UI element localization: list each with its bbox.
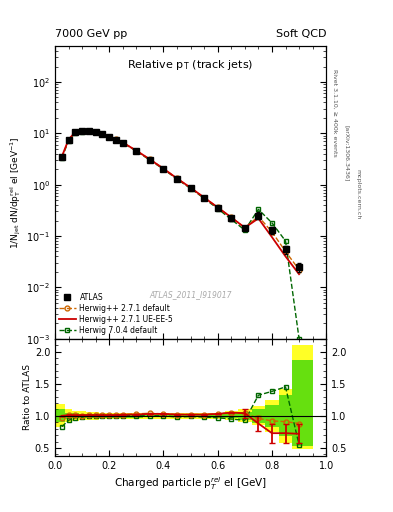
Bar (92, 414, 99, 418)
Bar (252, 409, 265, 423)
Bar (143, 413, 157, 419)
Bar (238, 410, 252, 422)
Bar (106, 413, 113, 419)
Bar (252, 406, 265, 425)
Bar (211, 414, 224, 418)
Text: Relative p$_{\rm T}$ (track jets): Relative p$_{\rm T}$ (track jets) (127, 58, 254, 72)
Bar (224, 411, 238, 420)
Bar (106, 414, 113, 418)
Bar (55, 410, 65, 422)
Text: Soft QCD: Soft QCD (276, 29, 326, 39)
Bar (55, 404, 65, 428)
Y-axis label: Ratio to ATLAS: Ratio to ATLAS (23, 364, 32, 430)
Bar (265, 405, 279, 426)
Bar (279, 395, 292, 436)
Text: ATLAS_2011_I919017: ATLAS_2011_I919017 (149, 290, 232, 300)
Text: mcplots.cern.ch: mcplots.cern.ch (356, 169, 361, 220)
Bar (170, 413, 184, 419)
Bar (130, 413, 143, 419)
Text: [arXiv:1306.3436]: [arXiv:1306.3436] (344, 125, 349, 182)
Bar (79, 414, 86, 418)
Bar (119, 413, 130, 419)
Bar (184, 415, 197, 417)
Bar (211, 413, 224, 419)
Bar (224, 413, 238, 418)
Bar (113, 413, 119, 419)
Y-axis label: 1/N$_{\rm jet}$ dN/dp$_{\rm T}^{\rm rel}$ el [GeV$^{-1}$]: 1/N$_{\rm jet}$ dN/dp$_{\rm T}^{\rm rel}… (9, 136, 24, 249)
Text: 7000 GeV pp: 7000 GeV pp (55, 29, 127, 39)
Bar (72, 411, 79, 421)
Bar (238, 412, 252, 420)
Bar (197, 413, 211, 419)
Bar (65, 410, 72, 422)
Bar (292, 360, 313, 446)
Bar (79, 411, 86, 420)
Bar (292, 345, 313, 449)
Bar (86, 414, 92, 418)
Bar (265, 400, 279, 432)
Bar (143, 415, 157, 417)
Bar (99, 413, 106, 419)
Legend: ATLAS, Herwig++ 2.7.1 default, Herwig++ 2.7.1 UE-EE-5, Herwig 7.0.4 default: ATLAS, Herwig++ 2.7.1 default, Herwig++ … (59, 293, 173, 335)
Bar (279, 389, 292, 443)
Bar (197, 415, 211, 417)
Bar (130, 414, 143, 418)
Bar (184, 413, 197, 419)
Bar (65, 413, 72, 419)
Bar (157, 415, 170, 417)
Bar (170, 415, 184, 417)
Bar (157, 413, 170, 419)
Bar (72, 413, 79, 418)
Text: Rivet 3.1.10, ≥ 400k events: Rivet 3.1.10, ≥ 400k events (332, 69, 337, 157)
Bar (92, 412, 99, 420)
Bar (99, 414, 106, 418)
Bar (119, 414, 130, 418)
X-axis label: Charged particle p$_{T}^{rel}$ el [GeV]: Charged particle p$_{T}^{rel}$ el [GeV] (114, 475, 267, 492)
Bar (86, 412, 92, 420)
Bar (113, 414, 119, 418)
